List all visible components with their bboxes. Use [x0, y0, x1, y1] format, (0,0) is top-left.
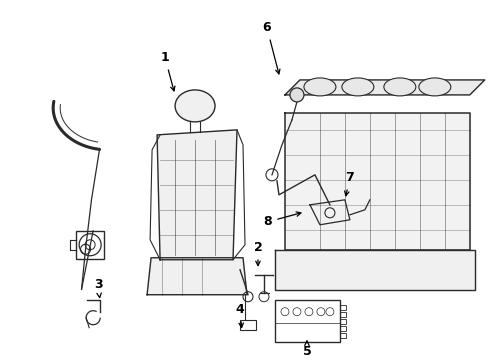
Bar [76, 231, 104, 259]
Bar [340, 333, 346, 338]
Text: 2: 2 [254, 241, 262, 266]
Bar [240, 320, 256, 330]
Polygon shape [147, 258, 247, 295]
Text: 6: 6 [263, 22, 280, 74]
Bar [275, 300, 340, 342]
Bar [340, 326, 346, 331]
Text: 7: 7 [344, 171, 354, 196]
Polygon shape [285, 80, 485, 95]
Bar [340, 305, 346, 310]
Text: 4: 4 [236, 303, 245, 328]
Polygon shape [275, 250, 475, 290]
Ellipse shape [384, 78, 416, 96]
Text: 3: 3 [94, 278, 102, 298]
Ellipse shape [342, 78, 374, 96]
Text: 8: 8 [264, 212, 301, 228]
Bar [340, 312, 346, 317]
Circle shape [290, 88, 304, 102]
Polygon shape [285, 113, 470, 250]
Text: 1: 1 [161, 51, 175, 91]
Ellipse shape [304, 78, 336, 96]
Polygon shape [157, 130, 237, 260]
Bar [340, 319, 346, 324]
Text: 5: 5 [302, 341, 311, 358]
Ellipse shape [419, 78, 451, 96]
Ellipse shape [175, 90, 215, 122]
